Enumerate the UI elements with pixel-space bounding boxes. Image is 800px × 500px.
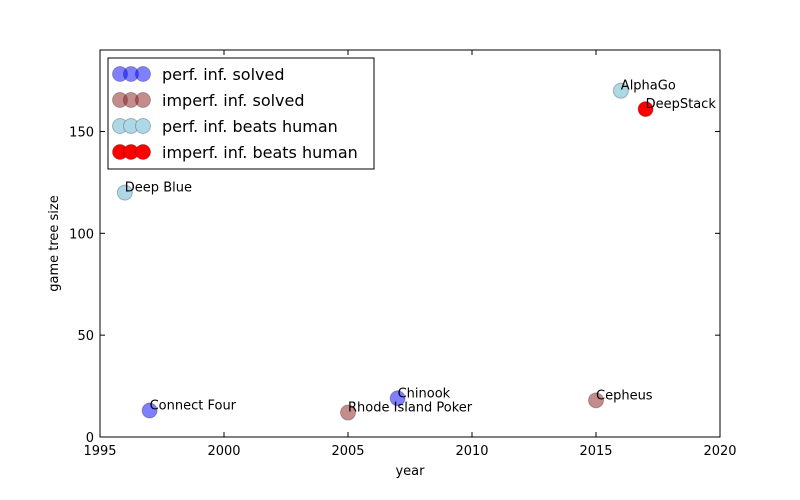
x-tick-label: 2005 — [331, 444, 364, 459]
legend-entry: perf. inf. beats human — [162, 117, 338, 136]
legend-marker — [135, 66, 151, 82]
legend: perf. inf. solved imperf. inf. solved perf… — [107, 57, 375, 170]
legend-entry: perf. inf. solved — [162, 65, 284, 84]
legend-entry: imperf. inf. solved — [162, 91, 305, 110]
y-tick-label: 50 — [77, 329, 94, 344]
point-label: Cepheus — [596, 388, 653, 403]
legend-marker — [135, 118, 151, 134]
x-tick-label: 2000 — [207, 444, 240, 459]
legend-box — [107, 57, 375, 170]
x-axis-label: year — [395, 464, 425, 479]
y-tick-label: 100 — [69, 227, 94, 242]
y-axis-label: game tree size — [47, 195, 62, 292]
legend-entry: imperf. inf. beats human — [162, 143, 358, 162]
point-label: Deep Blue — [125, 181, 192, 196]
data-point — [637, 101, 654, 118]
y-tick-label: 0 — [86, 431, 94, 446]
x-tick-label: 1995 — [83, 444, 116, 459]
x-tick-label: 2015 — [579, 444, 612, 459]
x-tick-label: 2020 — [703, 444, 736, 459]
data-point — [588, 392, 604, 409]
data-point — [612, 82, 629, 99]
data-point — [141, 402, 158, 419]
plot-frame — [99, 49, 721, 438]
x-tick-label: 2010 — [455, 444, 488, 459]
legend-marker — [135, 144, 151, 160]
data-point — [340, 404, 356, 421]
point-label: Chinook — [398, 386, 451, 401]
point-label: AlphaGo — [621, 79, 676, 94]
plot-area: 1995 2000 2005 2010 2015 2020 0 50 100 150 Connect… — [69, 49, 737, 459]
data-point — [389, 390, 406, 407]
point-label: Rhode Island Poker — [348, 401, 473, 416]
point-label: DeepStack — [646, 97, 717, 112]
legend-marker — [135, 92, 151, 108]
point-label: Connect Four — [150, 399, 237, 414]
y-tick-label: 150 — [69, 125, 94, 140]
data-point — [116, 184, 133, 201]
